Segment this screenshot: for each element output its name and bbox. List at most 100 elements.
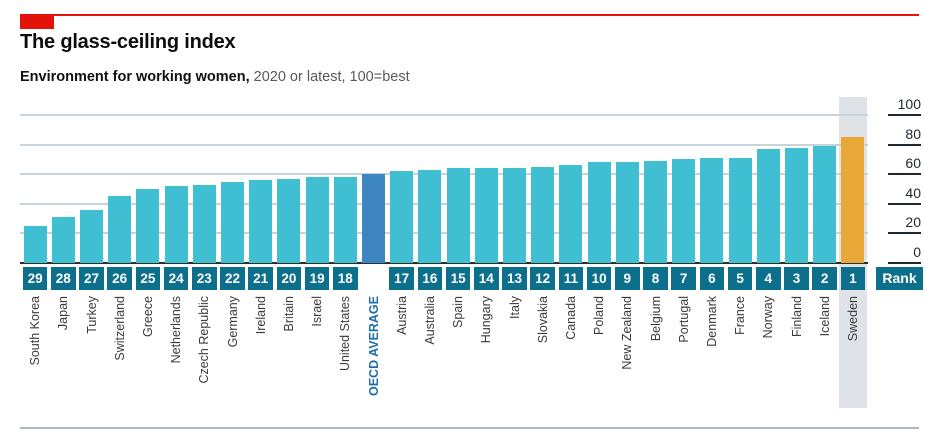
- chart-title: The glass-ceiling index: [20, 31, 236, 53]
- rank-badge-21: 21: [248, 267, 273, 290]
- bar-czech-republic: [192, 184, 216, 263]
- country-label-austria: Austria: [394, 296, 409, 335]
- bar-denmark: [700, 157, 724, 263]
- country-label-denmark: Denmark: [704, 296, 719, 347]
- bar-new-zealand: [615, 162, 639, 263]
- y-axis-tick-40: [888, 203, 921, 205]
- bar-canada: [559, 165, 583, 263]
- bar-italy: [503, 168, 526, 263]
- y-axis-label-20: 20: [905, 214, 921, 230]
- country-label-finland: Finland: [789, 296, 804, 337]
- bar-hungary: [474, 168, 498, 263]
- bar-oecd-average: [362, 174, 385, 263]
- country-label-britain: Britain: [281, 296, 296, 332]
- country-label-australia: Australia: [422, 296, 437, 345]
- economist-red-tab: [20, 14, 54, 29]
- country-label-oecd-average: OECD AVERAGE: [366, 296, 381, 397]
- rank-badge-28: 28: [51, 267, 76, 290]
- bar-belgium: [644, 160, 667, 263]
- country-label-poland: Poland: [592, 296, 607, 335]
- rank-badge-16: 16: [417, 267, 443, 290]
- bar-south-korea: [23, 226, 47, 263]
- subtitle-bold: Environment for working women,: [20, 69, 250, 85]
- rank-badge-2: 2: [812, 267, 837, 290]
- bar-australia: [418, 169, 442, 263]
- country-label-ireland: Ireland: [253, 296, 268, 335]
- rank-badge-14: 14: [474, 267, 499, 290]
- rank-badge-22: 22: [220, 267, 245, 290]
- rank-badge-9: 9: [615, 267, 640, 290]
- rank-badge-23: 23: [192, 267, 217, 290]
- bottom-rule: [20, 427, 919, 429]
- country-label-slovakia: Slovakia: [535, 296, 550, 344]
- country-label-turkey: Turkey: [84, 296, 99, 334]
- country-label-israel: Israel: [310, 296, 325, 327]
- bar-ireland: [249, 180, 273, 263]
- y-axis-tick-80: [888, 144, 921, 146]
- rank-badge-1: 1: [840, 267, 866, 290]
- rank-badge-7: 7: [671, 267, 696, 290]
- bar-austria: [390, 171, 414, 263]
- gridline-60: [20, 173, 868, 175]
- bar-norway: [756, 149, 780, 263]
- top-rule: [20, 14, 919, 16]
- country-label-netherlands: Netherlands: [169, 296, 184, 364]
- gridline-100: [20, 114, 868, 116]
- subtitle-rest: 2020 or latest, 100=best: [249, 69, 410, 85]
- bar-spain: [446, 168, 470, 263]
- chart-subtitle: Environment for working women, 2020 or l…: [20, 69, 410, 85]
- rank-badge-6: 6: [699, 267, 725, 290]
- rank-badge-4: 4: [756, 267, 781, 290]
- y-axis-tick-100: [888, 114, 921, 116]
- rank-badge-24: 24: [163, 267, 189, 290]
- rank-badge-20: 20: [276, 267, 302, 290]
- rank-badge-8: 8: [643, 267, 668, 290]
- y-axis-label-40: 40: [905, 185, 921, 201]
- bar-netherlands: [164, 186, 188, 263]
- country-label-new-zealand: New Zealand: [620, 296, 635, 370]
- country-label-japan: Japan: [56, 296, 71, 331]
- bar-united-states: [333, 177, 357, 263]
- y-axis-label-100: 100: [897, 96, 921, 112]
- country-label-sweden: Sweden: [845, 296, 860, 342]
- rank-badge-11: 11: [558, 267, 584, 290]
- rank-badge-25: 25: [135, 267, 161, 290]
- bar-greece: [136, 189, 160, 263]
- country-label-spain: Spain: [451, 296, 466, 328]
- y-axis-tick-20: [888, 232, 921, 234]
- rank-badge-13: 13: [502, 267, 527, 290]
- rank-badge-5: 5: [727, 267, 753, 290]
- country-label-germany: Germany: [225, 296, 240, 348]
- bar-france: [728, 157, 752, 263]
- bar-israel: [305, 177, 329, 263]
- country-label-switzerland: Switzerland: [112, 296, 127, 361]
- country-label-canada: Canada: [563, 296, 578, 340]
- bar-germany: [221, 181, 244, 263]
- rank-badge-12: 12: [530, 267, 555, 290]
- rank-badge-29: 29: [22, 267, 48, 290]
- y-axis-label-80: 80: [905, 126, 921, 142]
- rank-badge-18: 18: [333, 267, 358, 290]
- y-axis-label-60: 60: [905, 155, 921, 171]
- rank-header-badge: Rank: [876, 267, 923, 290]
- rank-badge-15: 15: [445, 267, 471, 290]
- bar-poland: [587, 162, 611, 263]
- gridline-40: [20, 203, 868, 205]
- bar-britain: [277, 178, 301, 263]
- bar-iceland: [813, 146, 837, 263]
- rank-badge-19: 19: [304, 267, 330, 290]
- bar-japan: [51, 217, 75, 263]
- country-label-united-states: United States: [338, 296, 353, 372]
- country-label-greece: Greece: [140, 296, 155, 337]
- country-label-czech-republic: Czech Republic: [197, 296, 212, 384]
- country-label-belgium: Belgium: [648, 296, 663, 342]
- rank-badge-26: 26: [107, 267, 132, 290]
- bar-finland: [785, 147, 808, 263]
- country-label-italy: Italy: [507, 296, 522, 319]
- bar-sweden: [841, 137, 865, 263]
